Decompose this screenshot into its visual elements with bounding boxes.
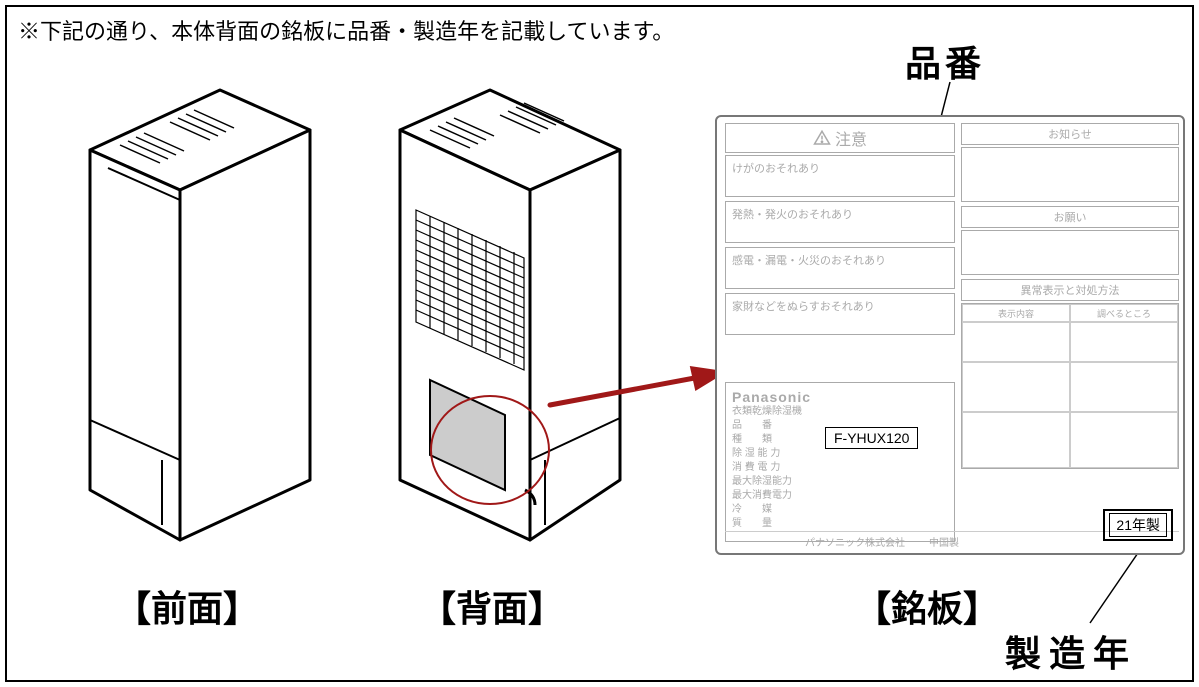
footer-origin: 中国製 [929,534,959,549]
table-cell [962,362,1070,412]
spec-label: 最大消費電力 [732,489,948,503]
table-cell [962,412,1070,468]
right-header: 異常表示と対処方法 [961,279,1179,301]
model-number-box: F-YHUX120 [825,427,918,449]
table-header: 表示内容 [962,304,1070,322]
label-manufacture-year: 製造年 [1005,625,1137,677]
table-cell [1070,362,1178,412]
caution-row: 感電・漏電・火災のおそれあり [725,247,955,289]
spec-label: 消 費 電 力 [732,461,948,475]
caution-title: 注意 [835,126,867,150]
product-type: 衣類乾燥除湿機 [732,405,948,419]
nameplate-panel: 注意 けがのおそれあり 発熱・発火のおそれあり 感電・漏電・火災のおそれあり 家… [715,115,1185,555]
table-cell [1070,412,1178,468]
brand-name: Panasonic [732,389,948,405]
label-back: 【背面】 [420,580,564,632]
nameplate-spec-block: Panasonic 衣類乾燥除湿機 品 番 種 類 除 湿 能 力 消 費 電 … [725,382,955,542]
label-front: 【前面】 [115,580,259,632]
warning-icon [813,129,831,147]
right-header: お知らせ [961,123,1179,145]
spec-label: 除 湿 能 力 [732,447,948,461]
manufacture-year-box: 21年製 [1103,509,1173,541]
label-nameplate: 【銘板】 [855,580,999,632]
note-text: ※下記の通り、本体背面の銘板に品番・製造年を記載しています。 [18,14,674,46]
caution-header: 注意 [725,123,955,153]
table-cell [962,322,1070,362]
table-cell [1070,322,1178,362]
spec-label: 質 量 [732,517,948,531]
error-table: 表示内容 調べるところ [961,303,1179,469]
nameplate-highlight-circle [430,395,550,505]
nameplate-right-column: お知らせ お願い 異常表示と対処方法 表示内容 調べるところ [961,123,1179,549]
table-header: 調べるところ [1070,304,1178,322]
spec-label: 最大除湿能力 [732,475,948,489]
footer-company: パナソニック株式会社 [805,534,905,549]
appliance-front-drawing [50,60,330,560]
caution-row: けがのおそれあり [725,155,955,197]
spec-label: 冷 媒 [732,503,948,517]
right-box [961,147,1179,202]
manufacture-year-value: 21年製 [1109,513,1167,537]
caution-row: 家財などをぬらすおそれあり [725,293,955,335]
caution-row: 発熱・発火のおそれあり [725,201,955,243]
leader-seizo [1075,548,1155,628]
right-box [961,230,1179,275]
right-header: お願い [961,206,1179,228]
arrow-red [545,365,725,415]
